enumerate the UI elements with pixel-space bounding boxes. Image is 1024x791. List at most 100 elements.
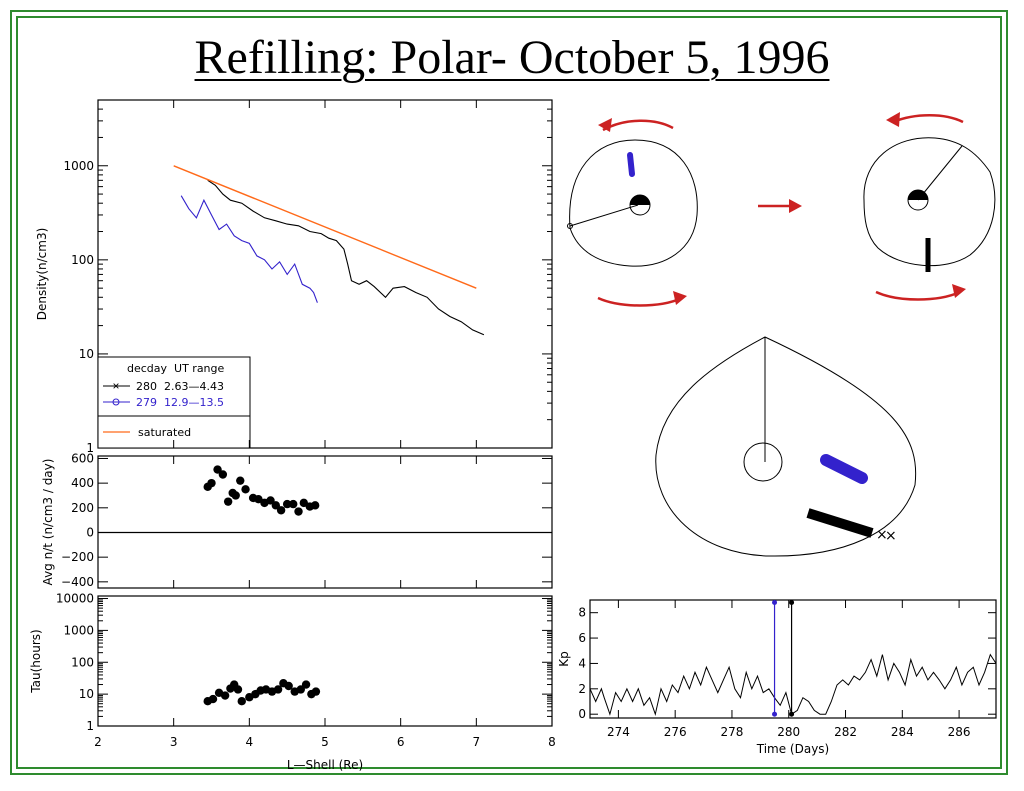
transition-arrowhead (789, 199, 802, 213)
density-series-line-0 (207, 179, 485, 336)
track-end-marker-2: × (885, 528, 897, 544)
tau-xtick-label: 3 (170, 735, 178, 749)
avg-ytick-label: 400 (71, 476, 94, 490)
rotation-arrow-top-left (602, 119, 674, 132)
kp-ytick-label: 8 (578, 606, 586, 620)
tau-ytick-label: 10 (79, 687, 94, 701)
tau-xtick-label: 7 (473, 735, 481, 749)
kp-xtick-label: 284 (891, 725, 914, 739)
tau-point (273, 685, 283, 694)
kp-ytick-label: 2 (578, 682, 586, 696)
kp-xtick-label: 278 (721, 725, 744, 739)
arrowhead-bottom-left (673, 291, 687, 305)
orbit-diagram-left (567, 118, 698, 307)
avg-point (213, 465, 222, 474)
rotation-arrow-bottom-left (597, 296, 683, 307)
kp-xtick-label: 274 (607, 725, 630, 739)
orbit-outline-large (655, 336, 917, 557)
avg-panel: −400 −200 0 200 400 600 Avg n/t (n/cm3 / day) (41, 451, 553, 589)
orbit-diagram-large: × × (655, 336, 917, 557)
orbit-track-279-large (820, 454, 868, 484)
kp-xtick-label: 280 (777, 725, 800, 739)
avg-point (207, 478, 216, 488)
density-ytick-label: 1000 (63, 159, 94, 173)
spacecraft-marker-left (567, 223, 573, 229)
kp-series-line (589, 653, 997, 717)
tau-frame (97, 595, 553, 727)
legend-label-280: 280 2.63—4.43 (136, 380, 224, 393)
avg-point (236, 476, 245, 485)
rotation-arrow-bottom-right (875, 290, 961, 301)
avg-point (294, 507, 303, 516)
avg-point (310, 501, 320, 510)
density-ytick-label: 10 (79, 347, 94, 361)
avg-point (223, 497, 233, 506)
earth-large (743, 442, 783, 482)
avg-point (218, 470, 228, 479)
arrowhead-top-left (598, 118, 612, 132)
density-panel: 1 10 100 1000 Density(n/cm3) decday UT rang… (35, 99, 553, 455)
kp-lines (589, 600, 997, 717)
kp-xtick-label: 282 (834, 725, 857, 739)
avg-point (266, 496, 275, 505)
tau-points (203, 679, 321, 706)
density-series-line-1 (180, 195, 318, 303)
avg-frame (97, 455, 553, 589)
arrowhead-bottom-right (952, 284, 966, 298)
tau-xtick-label: 8 (548, 735, 556, 749)
tau-xtick-label: 6 (397, 735, 405, 749)
tau-xtick-label: 5 (321, 735, 329, 749)
avg-ylabel: Avg n/t (n/cm3 / day) (41, 459, 55, 586)
tau-yticks: 1 10 100 1000 10000 (56, 592, 552, 733)
tau-ytick-label: 1 (86, 719, 94, 733)
avg-ytick-label: −200 (61, 550, 94, 564)
orbit-outline-right (863, 137, 996, 267)
slide-title-text: Refilling: Polar- October 5, 1996 (194, 31, 830, 84)
tau-point (208, 694, 218, 704)
avg-point (241, 485, 250, 494)
density-legend: decday UT range × 280 2.63—4.43 279 12.9… (97, 356, 251, 449)
legend-marker-280: × (112, 379, 119, 393)
avg-ytick-label: −400 (61, 575, 94, 589)
tau-point (233, 685, 243, 694)
spacecraft-line-right (917, 145, 963, 201)
tau-ytick-label: 100 (71, 655, 94, 669)
avg-yticks: −400 −200 0 200 400 600 (61, 451, 552, 589)
density-series-line-2 (173, 165, 477, 289)
density-ytick-label: 100 (71, 253, 94, 267)
slide-title: Refilling: Polar- October 5, 1996 (0, 30, 1024, 85)
density-ytick-label: 1 (86, 441, 94, 455)
orbit-diagram-right (863, 112, 996, 301)
avg-point (282, 499, 292, 509)
kp-ytick-label: 0 (578, 707, 586, 721)
tau-point (296, 685, 305, 694)
avg-ytick-label: 0 (86, 525, 94, 539)
tau-xtick-label: 4 (246, 735, 254, 749)
kp-xtick-label: 276 (664, 725, 687, 739)
orbit-track-279-left (627, 152, 635, 177)
kp-frame (589, 599, 997, 719)
kp-ytick-label: 4 (578, 656, 586, 670)
track-end-marker-1: × (876, 527, 888, 543)
avg-point (254, 494, 263, 504)
tau-xtick-label: 2 (94, 735, 102, 749)
earth-right-shade (908, 190, 928, 200)
tau-point (284, 681, 293, 691)
avg-point (299, 498, 309, 508)
legend-header: decday UT range (127, 362, 225, 375)
tau-point (220, 691, 230, 700)
tau-ytick-label: 1000 (63, 623, 94, 637)
legend-label-saturated: saturated (138, 426, 191, 439)
rotation-arrow-top-right (892, 114, 964, 124)
tau-point (237, 697, 246, 706)
tau-xlabel: L—Shell (Re) (287, 758, 363, 772)
kp-xtick-label: 286 (948, 725, 971, 739)
tau-point (301, 680, 311, 689)
avg-point (276, 506, 286, 515)
kp-marker-top-280 (789, 600, 795, 606)
tau-point (311, 687, 321, 696)
avg-point (231, 491, 240, 500)
kp-panel: 0 2 4 6 8 274 276 278 280 282 284 286 Kp Time (Day… (557, 599, 997, 756)
